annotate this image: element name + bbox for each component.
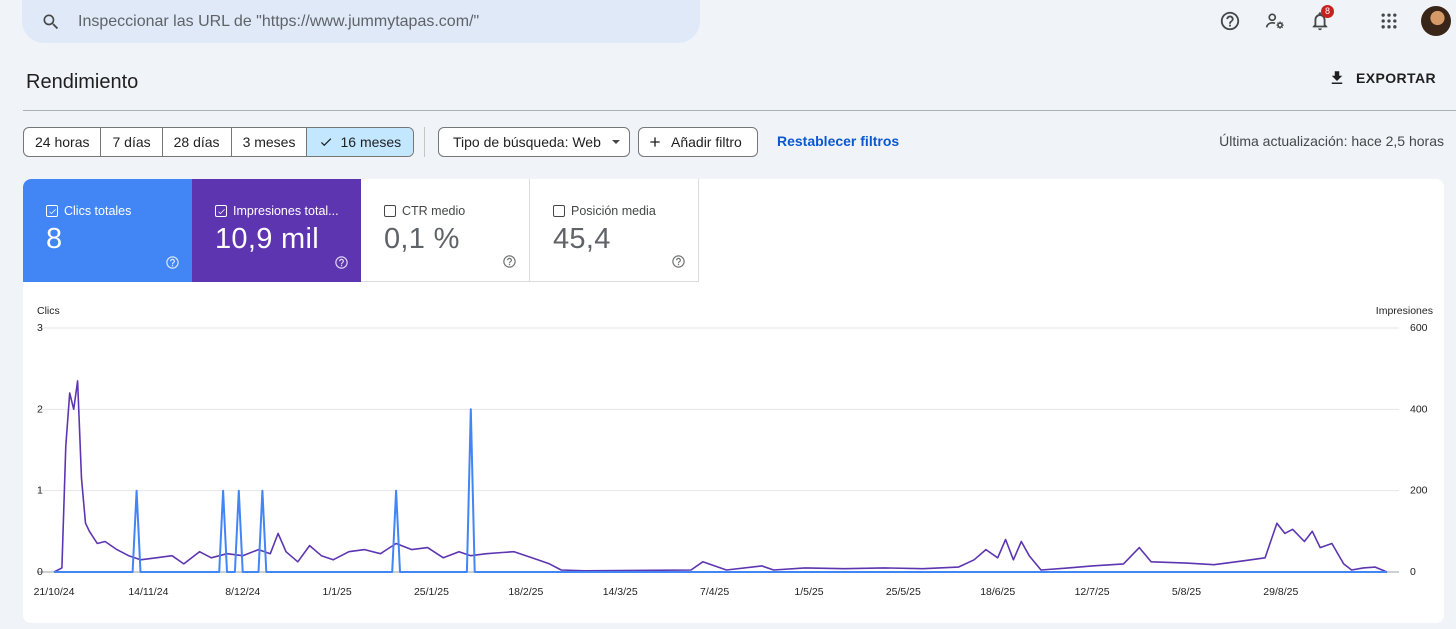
plus-icon	[650, 137, 660, 147]
x-tick-label: 1/5/25	[794, 586, 823, 598]
x-tick-label: 25/1/25	[414, 586, 449, 598]
right-tick-label: 400	[1410, 403, 1428, 415]
x-tick-label: 7/4/25	[700, 586, 729, 598]
right-tick-label: 0	[1410, 566, 1416, 578]
right-axis-title: Impresiones	[1376, 305, 1433, 317]
apps-grid-icon[interactable]	[1376, 8, 1402, 34]
metric-ctr[interactable]: CTR medio 0,1 %	[361, 179, 530, 282]
date-range-label: 28 días	[173, 134, 220, 150]
metric-label: Clics totales	[64, 204, 132, 218]
metric-clicks[interactable]: Clics totales 8	[23, 179, 192, 282]
add-filter-button[interactable]: Añadir filtro	[638, 127, 758, 157]
x-tick-label: 29/8/25	[1263, 586, 1298, 598]
date-range-label: 24 horas	[35, 134, 90, 150]
account-settings-icon[interactable]	[1262, 8, 1288, 34]
left-tick-label: 1	[37, 485, 43, 497]
x-tick-label: 25/5/25	[886, 586, 921, 598]
metric-label: Posición media	[571, 204, 656, 218]
left-axis-title: Clics	[37, 305, 60, 317]
metric-value: 0,1 %	[384, 223, 460, 255]
left-tick-label: 0	[37, 566, 43, 578]
chart-series	[53, 380, 1388, 573]
x-tick-label: 21/10/24	[34, 586, 75, 598]
date-range-28d[interactable]: 28 días	[163, 128, 232, 156]
date-range-label: 3 meses	[242, 134, 296, 150]
left-tick-label: 2	[37, 403, 43, 415]
last-update-text: Última actualización: hace 2,5 horas	[1219, 133, 1444, 149]
x-tick-label: 14/11/24	[128, 586, 168, 598]
date-range-7d[interactable]: 7 días	[101, 128, 163, 156]
right-tick-label: 200	[1410, 485, 1428, 497]
search-bar[interactable]: Inspeccionar las URL de "https://www.jum…	[22, 0, 700, 43]
notifications-icon[interactable]: 8	[1307, 5, 1334, 34]
checkbox-unchecked-icon[interactable]	[553, 205, 565, 217]
metric-value: 8	[46, 223, 63, 255]
date-range-label: 16 meses	[340, 134, 402, 150]
metric-position[interactable]: Posición media 45,4	[530, 179, 699, 282]
performance-card: Clics totales 8 Impresiones total... 10,…	[23, 179, 1444, 623]
export-button[interactable]: EXPORTAR	[1328, 69, 1436, 87]
search-type-label: Tipo de búsqueda: Web	[453, 134, 601, 150]
notifications-badge: 8	[1321, 5, 1334, 18]
date-range-24h[interactable]: 24 horas	[24, 128, 102, 156]
help-icon[interactable]	[1217, 8, 1243, 34]
checkbox-checked-icon[interactable]	[46, 205, 58, 217]
x-tick-label: 1/1/25	[323, 586, 352, 598]
x-tick-label: 12/7/25	[1075, 586, 1110, 598]
export-label: EXPORTAR	[1356, 70, 1436, 86]
left-tick-label: 3	[37, 322, 43, 334]
axis-ticks: 0 1 2 3 0 200 400 600 21/10/24 14/11/24 8/12/24 1/1…	[34, 322, 1428, 598]
right-tick-label: 600	[1410, 322, 1428, 334]
metric-label: CTR medio	[402, 204, 466, 218]
metric-label: Impresiones total...	[233, 204, 339, 218]
checkbox-checked-icon[interactable]	[215, 205, 227, 217]
filter-separator	[424, 127, 425, 157]
reset-filters-link[interactable]: Restablecer filtros	[777, 133, 900, 149]
x-tick-label: 14/3/25	[603, 586, 638, 598]
x-tick-label: 8/12/24	[225, 586, 260, 598]
date-range-selector: 24 horas 7 días 28 días 3 meses 16 meses	[23, 127, 415, 157]
page-title: Rendimiento	[26, 71, 139, 93]
date-range-3m[interactable]: 3 meses	[232, 128, 308, 156]
help-icon[interactable]	[334, 255, 349, 270]
add-filter-label: Añadir filtro	[671, 134, 742, 150]
title-divider	[23, 110, 1456, 111]
metric-impressions[interactable]: Impresiones total... 10,9 mil	[192, 179, 361, 282]
date-range-label: 7 días	[112, 134, 151, 150]
help-icon[interactable]	[165, 255, 180, 270]
metric-value: 10,9 mil	[215, 223, 319, 255]
date-range-16m[interactable]: 16 meses	[307, 128, 414, 156]
metric-value: 45,4	[553, 223, 611, 255]
search-icon[interactable]	[24, 12, 78, 32]
x-tick-label: 18/6/25	[980, 586, 1015, 598]
dropdown-arrow-icon	[611, 140, 620, 144]
search-input[interactable]: Inspeccionar las URL de "https://www.jum…	[78, 12, 480, 30]
help-icon[interactable]	[671, 254, 686, 269]
performance-chart[interactable]: Clics Impresiones 0 1 2 3 0 200 400 600 21/10/24…	[23, 299, 1444, 609]
help-icon[interactable]	[502, 254, 517, 269]
series-line	[53, 380, 1388, 573]
x-tick-label: 5/8/25	[1172, 586, 1201, 598]
avatar[interactable]	[1421, 6, 1451, 36]
download-icon	[1331, 71, 1343, 84]
check-icon	[321, 138, 332, 147]
search-type-dropdown[interactable]: Tipo de búsqueda: Web	[438, 127, 630, 157]
checkbox-unchecked-icon[interactable]	[384, 205, 396, 217]
series-line	[54, 408, 1387, 573]
x-tick-label: 18/2/25	[508, 586, 543, 598]
